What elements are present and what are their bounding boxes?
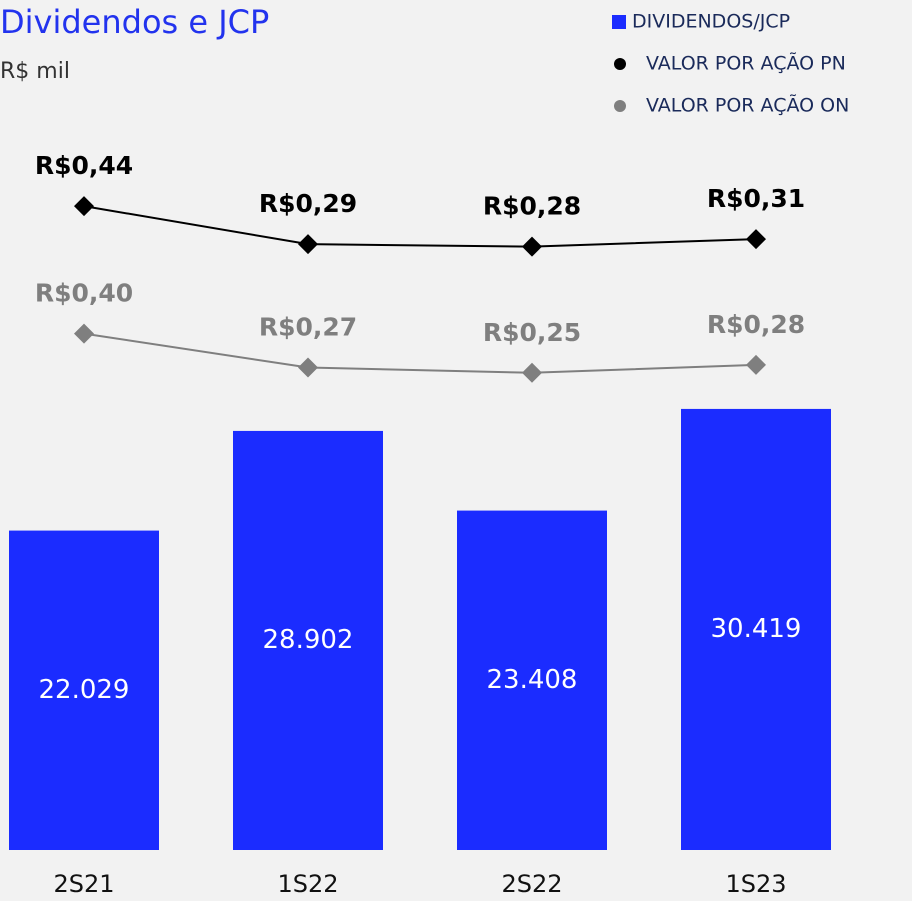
legend-swatch bbox=[614, 100, 626, 112]
x-tick-label: 1S23 bbox=[725, 870, 786, 898]
line-marker bbox=[522, 362, 542, 383]
line bbox=[83, 205, 757, 248]
line-marker bbox=[522, 236, 542, 257]
line-value-label: R$0,28 bbox=[707, 310, 805, 339]
line-value-label: R$0,31 bbox=[707, 184, 805, 213]
bar-value-label: 28.902 bbox=[263, 625, 354, 655]
line-value-label: R$0,44 bbox=[35, 151, 133, 180]
bar bbox=[233, 430, 383, 850]
line-value-label: R$0,27 bbox=[259, 313, 357, 342]
bar bbox=[457, 510, 607, 850]
x-tick-label: 1S22 bbox=[277, 870, 338, 898]
chart-subtitle: R$ mil bbox=[0, 59, 70, 84]
x-tick-label: 2S22 bbox=[501, 870, 562, 898]
line-marker bbox=[74, 323, 94, 344]
line-value-label: R$0,29 bbox=[259, 189, 357, 218]
legend-label: VALOR POR AÇÃO PN bbox=[646, 52, 846, 75]
legend-swatch bbox=[614, 58, 626, 70]
legend-swatch bbox=[612, 15, 626, 29]
line bbox=[83, 332, 757, 374]
bar-value-label: 23.408 bbox=[487, 665, 578, 695]
line-value-label: R$0,25 bbox=[483, 318, 581, 347]
chart-title: Dividendos e JCP bbox=[0, 3, 269, 41]
line-marker bbox=[298, 357, 318, 378]
bar-value-label: 30.419 bbox=[711, 614, 802, 644]
line-marker bbox=[74, 196, 94, 217]
line-marker bbox=[298, 234, 318, 255]
legend-label: DIVIDENDOS/JCP bbox=[632, 11, 790, 33]
line-value-label: R$0,40 bbox=[35, 279, 133, 308]
bar-value-label: 22.029 bbox=[39, 675, 130, 705]
legend-label: VALOR POR AÇÃO ON bbox=[646, 94, 849, 117]
bar bbox=[681, 408, 831, 850]
line-marker bbox=[746, 354, 766, 375]
line-marker bbox=[746, 229, 766, 250]
bar bbox=[9, 530, 159, 850]
line-value-label: R$0,28 bbox=[483, 192, 581, 221]
x-tick-label: 2S21 bbox=[53, 870, 114, 898]
